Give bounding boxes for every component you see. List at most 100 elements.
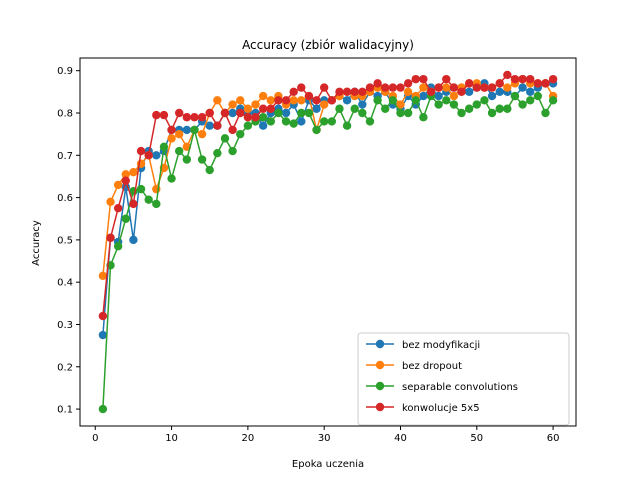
data-point — [396, 100, 405, 109]
data-point — [197, 155, 207, 164]
data-point — [342, 96, 352, 105]
data-point — [289, 87, 298, 97]
data-point — [533, 91, 543, 101]
data-point — [495, 87, 504, 97]
y-tick-label: 0.1 — [57, 405, 73, 416]
data-point — [258, 104, 268, 113]
data-point — [533, 79, 543, 88]
data-point — [297, 83, 306, 92]
data-point — [266, 104, 275, 113]
data-point — [487, 83, 497, 92]
legend-label: bez dropout — [402, 361, 462, 372]
y-tick-label: 0.5 — [57, 235, 73, 246]
data-point — [197, 113, 207, 122]
data-point — [342, 87, 352, 97]
data-point — [289, 119, 298, 128]
data-point — [342, 121, 352, 130]
data-point — [480, 83, 489, 92]
data-point — [510, 74, 520, 84]
data-point — [167, 174, 176, 183]
data-point — [449, 83, 459, 92]
data-point — [365, 117, 375, 126]
data-point — [205, 108, 214, 118]
data-point — [457, 87, 466, 97]
data-point — [518, 83, 527, 92]
data-point — [297, 96, 306, 105]
data-point — [464, 79, 474, 88]
legend-item: separable convolutions — [366, 381, 518, 393]
data-point — [464, 87, 474, 97]
data-point — [266, 117, 275, 126]
data-point — [526, 74, 535, 84]
data-point — [373, 79, 382, 88]
data-point — [312, 125, 321, 135]
legend: bez modyfikacji bez dropout separable conv… — [357, 332, 570, 426]
data-point — [167, 125, 176, 135]
data-point — [327, 96, 337, 105]
data-point — [319, 117, 329, 126]
data-point — [442, 83, 451, 92]
data-point — [403, 79, 413, 88]
data-point — [266, 96, 275, 105]
data-point — [396, 83, 405, 92]
data-point — [205, 121, 214, 130]
legend-marker — [375, 360, 385, 370]
data-point — [152, 151, 161, 160]
legend-label: bez modyfikacji — [402, 340, 480, 351]
data-point — [319, 100, 329, 109]
data-point — [411, 96, 420, 105]
data-point — [258, 91, 268, 101]
data-point — [228, 125, 237, 135]
series-line — [102, 74, 554, 317]
data-point — [289, 96, 298, 105]
data-point — [175, 108, 184, 118]
data-point — [335, 87, 344, 97]
data-point — [403, 87, 413, 97]
y-tick-label: 0.9 — [57, 66, 73, 77]
data-point — [442, 96, 451, 105]
series-layer — [98, 70, 558, 414]
data-point — [358, 87, 367, 97]
data-point — [274, 96, 283, 105]
data-point — [480, 96, 489, 105]
data-point — [411, 74, 420, 84]
data-point — [205, 165, 214, 175]
data-point — [159, 142, 169, 152]
data-point — [373, 96, 382, 105]
data-point — [434, 100, 443, 109]
chart-title: Accuracy (zbiór walidacyjny) — [242, 38, 414, 52]
data-point — [243, 113, 253, 122]
data-point — [281, 117, 291, 126]
data-point — [136, 184, 146, 194]
data-point — [304, 108, 314, 118]
data-point — [182, 113, 192, 122]
data-point — [98, 311, 108, 321]
data-point — [464, 104, 474, 113]
data-point — [113, 180, 123, 190]
legend-label: separable convolutions — [402, 382, 518, 393]
data-point — [106, 197, 115, 207]
y-axis-title: Accuracy — [31, 220, 42, 266]
data-point — [297, 108, 306, 118]
data-point — [419, 74, 428, 84]
x-tick-label: 10 — [165, 433, 178, 444]
data-point — [495, 79, 504, 88]
legend-marker — [375, 339, 385, 349]
plot-frame — [79, 57, 577, 427]
data-point — [457, 108, 466, 118]
data-point — [236, 96, 245, 105]
x-tick-label: 30 — [318, 433, 331, 444]
data-point — [175, 129, 184, 139]
data-point — [526, 87, 535, 97]
data-point — [236, 129, 245, 139]
x-tick-label: 50 — [470, 433, 483, 444]
data-point — [487, 91, 497, 101]
data-point — [350, 87, 359, 97]
data-point — [281, 96, 291, 105]
data-point — [129, 199, 138, 209]
data-point — [213, 148, 222, 158]
data-point — [113, 203, 123, 213]
data-point — [129, 168, 138, 177]
series-1 — [98, 79, 558, 340]
y-tick-label: 0.4 — [57, 278, 73, 289]
